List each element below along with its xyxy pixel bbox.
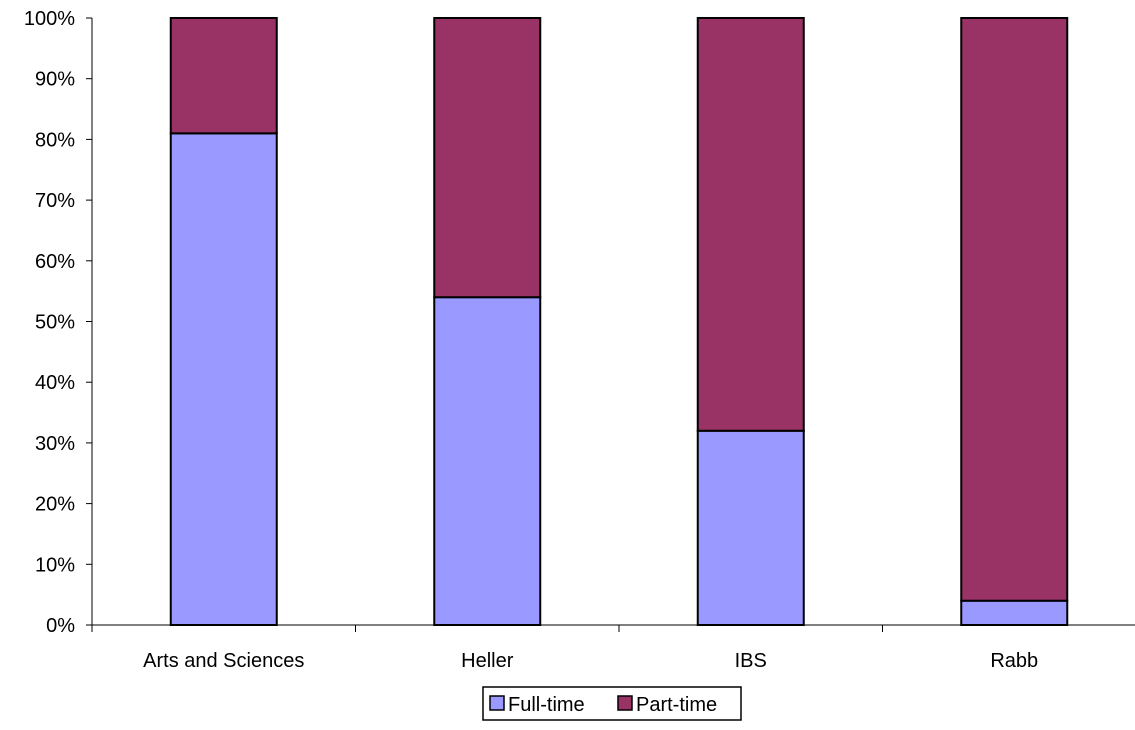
x-tick-label: Arts and Sciences [143,650,304,672]
axes-group [91,18,1135,626]
y-tick-label: 70% [35,190,75,212]
legend-label: Part-time [636,694,717,716]
legend-box [482,686,742,721]
bar-segment-full-time [433,296,542,626]
bar-segment-part-time [696,17,805,432]
x-tick-label: Heller [461,650,514,672]
y-tick-label: 60% [35,251,75,273]
y-tick-label: 30% [35,433,75,455]
x-axis-ticks: Arts and Sciences Heller IBS Rabb [91,625,1038,672]
bar-segment-full-time [696,429,805,627]
y-tick-label: 10% [35,554,75,576]
y-tick-label: 100% [24,8,75,30]
legend-swatch-full-time [489,695,505,711]
y-tick-label: 90% [35,69,75,91]
legend-swatch-part-time [617,695,633,711]
y-tick-label: 20% [35,494,75,516]
y-tick-label: 40% [35,372,75,394]
bar-segment-part-time [433,17,542,299]
legend-label: Full-time [508,694,585,716]
y-tick-label: 80% [35,129,75,151]
bars-group [169,17,1069,627]
bar-segment-full-time [169,132,278,627]
bar-segment-part-time [960,17,1069,602]
y-tick-label: 0% [46,615,75,637]
legend: Full-time Part-time [482,686,742,721]
bar-segment-part-time [169,17,278,135]
bar-segment-full-time [960,599,1069,626]
y-tick-label: 50% [35,312,75,334]
x-tick-label: Rabb [990,650,1038,672]
y-axis-ticks: 0% 10% 20% 30% 40% 50% 60% 70% 80% 90% 100% [24,8,92,637]
x-tick-label: IBS [735,650,767,672]
